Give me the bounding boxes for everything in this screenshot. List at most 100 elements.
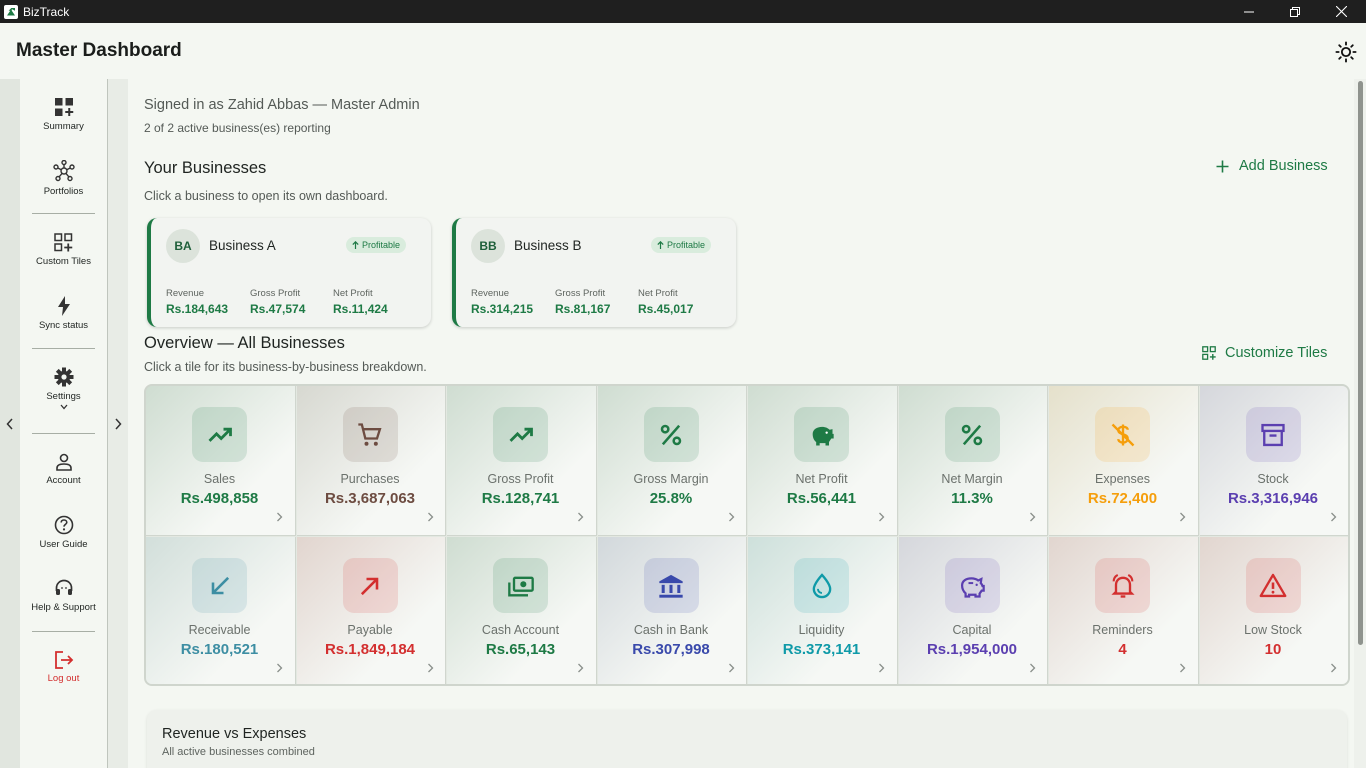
minimize-button[interactable] (1226, 0, 1272, 23)
tile-purchases[interactable]: Purchases Rs.3,687,063 (296, 386, 446, 536)
chevron-down-icon (60, 404, 67, 410)
sidebar-item-help-support[interactable]: Help & Support (20, 578, 107, 613)
savings-icon (944, 558, 1000, 613)
stat-label: Net Profit (638, 288, 678, 299)
sidebar-item-custom-tiles[interactable]: Custom Tiles (20, 233, 107, 267)
grid-add-icon (1202, 346, 1216, 360)
tile-gross-margin[interactable]: Gross Margin 25.8% (597, 386, 747, 536)
tile-gross-profit[interactable]: Gross Profit Rs.128,741 (447, 386, 597, 536)
tile-label: Purchases (340, 472, 400, 486)
status-badge: Profitable (651, 237, 712, 253)
restore-button[interactable] (1272, 0, 1318, 23)
stat-value: Rs.184,643 (166, 302, 229, 316)
tile-value: Rs.180,521 (180, 641, 259, 658)
tile-value: Rs.3,316,946 (1227, 490, 1319, 507)
tile-label: Liquidity (798, 623, 845, 637)
sidebar-item-account[interactable]: Account (20, 453, 107, 486)
active-businesses-text: 2 of 2 active business(es) reporting (144, 121, 331, 135)
tile-stock[interactable]: Stock Rs.3,316,946 (1199, 386, 1348, 536)
sidebar-divider (32, 433, 95, 434)
sidebar-collapse-handle[interactable] (0, 79, 20, 768)
chart-card-subtitle: All active businesses combined (162, 746, 315, 758)
chevron-right-icon (1029, 512, 1035, 522)
tile-net-margin[interactable]: Net Margin 11.3% (898, 386, 1048, 536)
tile-cash-in-bank[interactable]: Cash in Bank Rs.307,998 (597, 537, 747, 684)
cash-icon (493, 558, 548, 613)
sidebar-item-sync-status[interactable]: Sync status (20, 296, 107, 331)
tile-label: Reminders (1092, 623, 1153, 637)
hub-icon (52, 160, 75, 182)
scrollbar-thumb[interactable] (1358, 81, 1363, 645)
tile-label: Gross Margin (633, 472, 709, 486)
overview-section-subtitle: Click a tile for its business-by-busines… (144, 360, 427, 374)
add-business-button[interactable]: Add Business (1216, 158, 1328, 174)
tile-label: Cash Account (481, 623, 560, 637)
business-card-b[interactable]: BB Business B Profitable Revenue Rs.314,… (452, 218, 736, 327)
tile-label: Expenses (1095, 472, 1150, 486)
theme-toggle-button[interactable] (1334, 40, 1358, 64)
stat-label: Net Profit (333, 288, 373, 299)
revenue-expenses-chart-card[interactable]: Revenue vs Expenses All active businesse… (147, 710, 1347, 768)
sidebar-divider (32, 213, 95, 214)
stat-value: Rs.47,574 (250, 302, 306, 316)
chevron-right-icon (277, 663, 283, 673)
tile-value: 11.3% (951, 490, 993, 507)
business-card-a[interactable]: BA Business A Profitable Revenue Rs.184,… (147, 218, 431, 327)
tile-label: Sales (203, 472, 236, 486)
tile-label: Net Profit (795, 472, 848, 486)
tile-low-stock[interactable]: Low Stock 10 (1199, 537, 1348, 684)
business-stat-gross-profit: Gross Profit Rs.81,167 (555, 288, 610, 316)
tile-sales[interactable]: Sales Rs.498,858 (146, 386, 296, 536)
sidebar-divider (32, 631, 95, 632)
customize-tiles-button[interactable]: Customize Tiles (1202, 345, 1327, 361)
user-icon (55, 453, 72, 471)
grid-add-icon (54, 233, 73, 252)
tile-value: Rs.65,143 (485, 641, 556, 658)
tile-label: Low Stock (1244, 623, 1302, 637)
tile-receivable[interactable]: Receivable Rs.180,521 (146, 537, 296, 684)
tile-liquidity[interactable]: Liquidity Rs.373,141 (748, 537, 898, 684)
app-name: BizTrack (23, 4, 70, 19)
tile-net-profit[interactable]: Net Profit Rs.56,441 (748, 386, 898, 536)
tile-label: Receivable (188, 623, 251, 637)
stat-label: Revenue (471, 288, 510, 299)
dashboard-add-icon (54, 98, 73, 116)
tile-value: 25.8% (649, 490, 693, 507)
sidebar-item-user-guide[interactable]: User Guide (20, 515, 107, 550)
chevron-right-icon (1180, 663, 1186, 673)
main-scrollbar[interactable] (1354, 79, 1366, 768)
app-header: Master Dashboard (0, 23, 1366, 79)
sidebar-item-logout[interactable]: Log out (20, 651, 107, 684)
chevron-right-icon (427, 663, 433, 673)
tile-value: 10 (1264, 641, 1282, 658)
sidebar-item-portfolios[interactable]: Portfolios (20, 160, 107, 197)
tile-expenses[interactable]: Expenses Rs.72,400 (1049, 386, 1199, 536)
panel-expand-handle[interactable] (108, 79, 128, 768)
tile-label: Net Margin (941, 472, 1003, 486)
tile-value: Rs.1,954,000 (926, 641, 1018, 658)
chevron-right-icon (115, 417, 122, 430)
chevron-right-icon (578, 512, 584, 522)
sidebar-item-label: Account (46, 475, 81, 486)
sidebar-item-summary[interactable]: Summary (20, 97, 107, 132)
business-stat-revenue: Revenue Rs.314,215 (471, 288, 533, 316)
close-button[interactable] (1318, 0, 1364, 23)
tile-label: Gross Profit (487, 472, 554, 486)
chevron-right-icon (427, 512, 433, 522)
tile-cash-account[interactable]: Cash Account Rs.65,143 (447, 537, 597, 684)
bank-icon (643, 558, 699, 613)
sidebar-item-label: Custom Tiles (36, 256, 91, 267)
stat-label: Revenue (166, 288, 205, 299)
chevron-right-icon (578, 663, 584, 673)
sidebar-item-settings[interactable]: Settings (20, 367, 107, 410)
overview-tile-grid: Sales Rs.498,858 Purchases Rs.3,687,063 … (144, 384, 1350, 686)
sidebar-item-label: Log out (47, 673, 80, 684)
trending-up-icon (493, 407, 548, 462)
sidebar-item-label: Sync status (38, 320, 89, 331)
tile-value: Rs.498,858 (180, 490, 259, 507)
arrow-up-icon (352, 241, 359, 249)
tile-reminders[interactable]: Reminders 4 (1049, 537, 1199, 684)
water-drop-icon (794, 558, 849, 613)
tile-payable[interactable]: Payable Rs.1,849,184 (296, 537, 446, 684)
tile-capital[interactable]: Capital Rs.1,954,000 (898, 537, 1048, 684)
